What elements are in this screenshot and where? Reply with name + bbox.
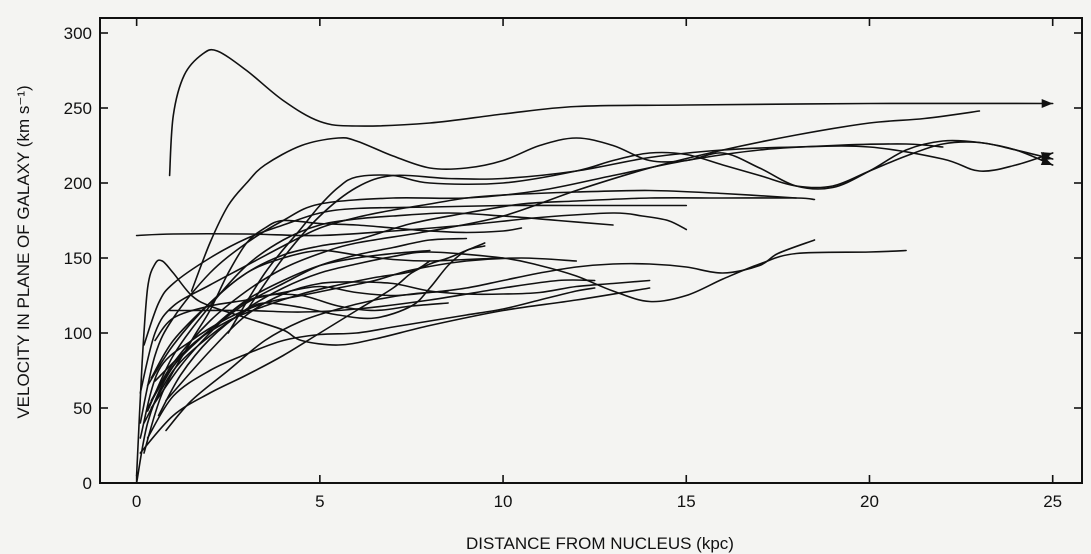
rotation-curve-7	[143, 204, 688, 346]
curve-arrowhead	[1041, 99, 1053, 108]
rotation-curve-1	[168, 48, 1054, 177]
rotation-curve-14	[135, 259, 651, 477]
y-tick-label: 250	[64, 99, 92, 118]
y-tick-label: 150	[64, 249, 92, 268]
y-tick-label: 200	[64, 174, 92, 193]
rotation-curve-19	[150, 293, 449, 409]
rotation-curve-25	[168, 279, 596, 313]
x-tick-label: 0	[132, 492, 141, 511]
series-layer	[135, 48, 1054, 484]
rotation-curve-4	[245, 145, 1054, 312]
x-tick-label: 25	[1043, 492, 1062, 511]
rotation-curve-24	[139, 189, 797, 394]
rotation-curve-16	[143, 245, 486, 424]
rotation-curve-11	[157, 249, 907, 417]
y-tick-label: 0	[83, 474, 92, 493]
rotation-curve-22	[143, 219, 523, 454]
y-tick-label: 50	[73, 399, 92, 418]
rotation-curve-18	[139, 257, 578, 439]
plot-frame	[99, 17, 1083, 484]
rotation-curve-20	[146, 212, 614, 412]
rotation-curve-21	[135, 260, 431, 484]
rotation-curve-10	[135, 212, 688, 237]
rotation-curve-26	[146, 249, 431, 409]
plot-border	[99, 17, 1083, 484]
x-tick-label: 10	[494, 492, 513, 511]
y-tick-label: 100	[64, 324, 92, 343]
rotation-curve-13	[165, 279, 651, 402]
x-tick-label: 20	[860, 492, 879, 511]
rotation-curve-17	[146, 287, 596, 439]
y-tick-label: 300	[64, 24, 92, 43]
rotation-curve-23	[139, 242, 486, 454]
rotation-curve-6	[150, 110, 981, 402]
x-tick-label: 5	[315, 492, 324, 511]
rotation-curve-27	[165, 290, 449, 432]
y-axis-label: VELOCITY IN PLANE OF GALAXY (km s⁻¹)	[14, 85, 33, 418]
x-tick-label: 15	[677, 492, 696, 511]
rotation-curve-2	[190, 136, 1054, 292]
x-axis-label: DISTANCE FROM NUCLEUS (kpc)	[466, 534, 734, 553]
rotation-curve-5	[139, 143, 944, 424]
curve-arrowhead	[1040, 152, 1053, 161]
